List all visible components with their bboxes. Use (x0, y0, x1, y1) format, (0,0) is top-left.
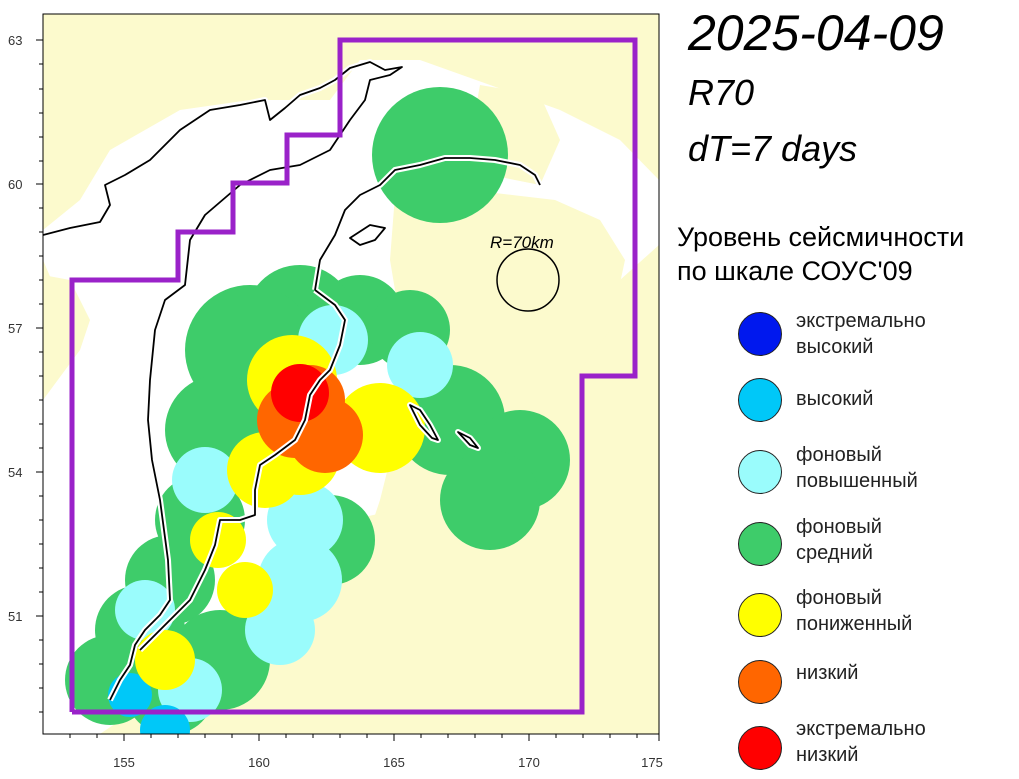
legend-label-line: пониженный (796, 613, 913, 635)
interval-label: dT=7 days (688, 128, 858, 169)
lat-tick-label: 54 (8, 465, 22, 480)
legend-label: высокий (796, 386, 873, 412)
study-region-outline (69, 37, 638, 715)
major-ticks (36, 39, 660, 741)
legend-label-line: средний (796, 542, 873, 564)
lon-tick-label: 155 (113, 755, 135, 770)
legend-label: фоновый средний (796, 514, 882, 566)
lon-tick-label: 170 (518, 755, 540, 770)
legend-swatch (738, 378, 782, 422)
legend-title-line: по шкале СОУС'09 (677, 256, 913, 286)
radius-label: R70 (688, 72, 755, 113)
legend-label-line: экстремально (796, 718, 926, 740)
legend-swatch (738, 593, 782, 637)
lon-tick-label: 175 (641, 755, 663, 770)
lon-tick-label: 165 (383, 755, 405, 770)
legend-label: низкий (796, 660, 858, 686)
legend-item-extreme-low: экстремально низкий (736, 716, 1016, 776)
legend-item-background-elevated: фоновый повышенный (736, 442, 1016, 502)
legend-swatch (738, 660, 782, 704)
legend-swatch (738, 726, 782, 770)
legend-swatch (738, 522, 782, 566)
land-fill-areas (43, 20, 659, 734)
map-date-title: 2025-04-09 (688, 5, 944, 61)
lat-tick-label: 63 (8, 33, 22, 48)
legend-label-line: низкий (796, 744, 859, 766)
legend-label-line: экстремально (796, 310, 926, 332)
legend-item-background-medium: фоновый средний (736, 514, 1016, 574)
coastlines (43, 59, 543, 702)
lat-tick-label: 60 (8, 177, 22, 192)
legend-label-line: фоновый (796, 444, 882, 466)
level-red (271, 364, 329, 422)
legend-title: Уровень сейсмичности по шкале СОУС'09 (677, 220, 1019, 288)
legend-label: фоновый пониженный (796, 585, 912, 637)
lat-tick-label: 57 (8, 321, 22, 336)
legend-label: фоновый повышенный (796, 442, 918, 494)
legend-label-line: фоновый (796, 587, 882, 609)
legend-item-background-lowered: фоновый пониженный (736, 585, 1016, 645)
legend-swatch (738, 450, 782, 494)
legend-title-line: Уровень сейсмичности (677, 222, 965, 252)
legend-label-line: высокий (796, 388, 874, 410)
legend-item-extreme-high: экстремально высокий (736, 308, 1016, 368)
legend-label-line: повышенный (796, 470, 918, 492)
lon-tick-label: 160 (248, 755, 270, 770)
level-light-cyan (115, 305, 453, 722)
legend-label-line: высокий (796, 336, 874, 358)
legend-item-high: высокий (736, 378, 1016, 438)
seismicity-map[interactable]: R=70km 63 60 57 54 51 155 160 165 1 (0, 0, 665, 779)
legend-label-line: низкий (796, 662, 859, 684)
lon-tick-labels: 155 160 165 170 175 (113, 755, 663, 770)
lat-tick-label: 51 (8, 609, 22, 624)
map-frame (42, 13, 660, 735)
lat-tick-labels: 63 60 57 54 51 (8, 33, 22, 624)
radius-circle (496, 248, 560, 312)
legend-label: экстремально высокий (796, 308, 926, 360)
radius-annotation: R=70km (490, 233, 554, 252)
legend-swatch (738, 312, 782, 356)
legend-item-low: низкий (736, 660, 1016, 720)
minor-ticks (39, 63, 638, 738)
legend-label: экстремально низкий (796, 716, 926, 768)
legend-label-line: фоновый (796, 516, 882, 538)
